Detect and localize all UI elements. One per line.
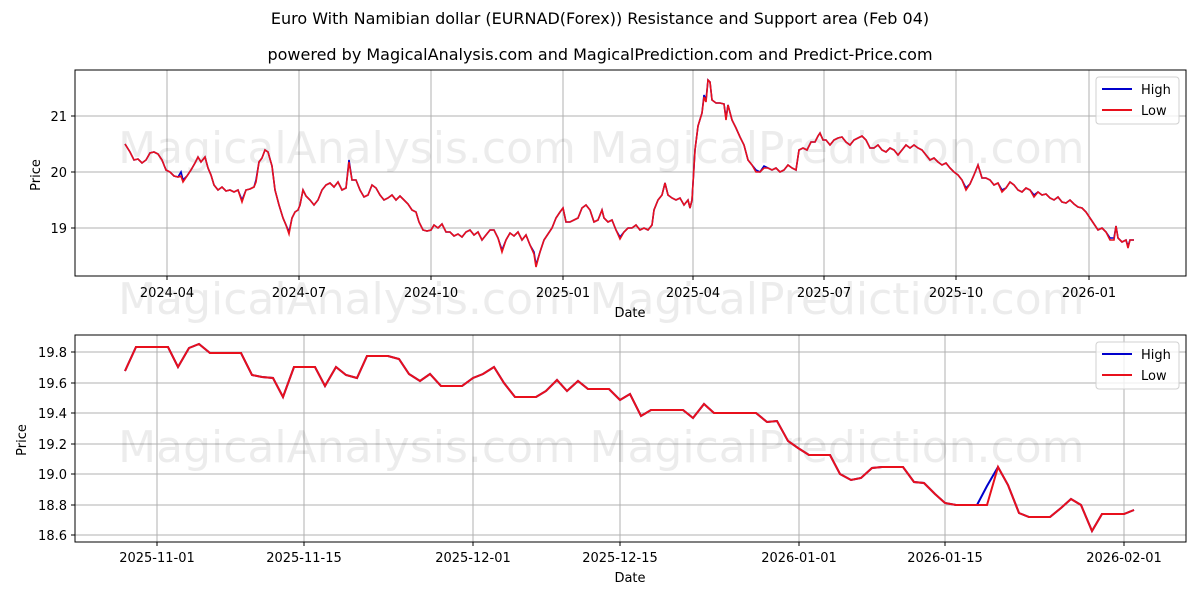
legend-low-label-2: Low bbox=[1141, 369, 1167, 384]
svg-text:19: 19 bbox=[50, 222, 67, 237]
watermark-analysis-2: MagicalAnalysis.com bbox=[118, 274, 576, 325]
svg-text:2024-04: 2024-04 bbox=[140, 286, 194, 301]
svg-text:2025-07: 2025-07 bbox=[797, 286, 851, 301]
watermark-analysis-3: MagicalAnalysis.com bbox=[118, 422, 576, 473]
svg-text:2025-11-15: 2025-11-15 bbox=[266, 551, 342, 566]
bottom-x-axis-label: Date bbox=[614, 571, 645, 586]
svg-text:2025-12-01: 2025-12-01 bbox=[435, 551, 511, 566]
bottom-y-axis-label: Price bbox=[15, 424, 30, 456]
svg-text:2024-07: 2024-07 bbox=[272, 286, 326, 301]
top-chart: MagicalAnalysis.com MagicalPrediction.co… bbox=[29, 69, 1187, 325]
top-ticks bbox=[71, 115, 1090, 280]
bottom-ticks bbox=[71, 351, 1125, 546]
bottom-chart: MagicalAnalysis.com MagicalPrediction.co… bbox=[15, 334, 1187, 586]
legend-high-label: High bbox=[1141, 83, 1171, 98]
chart-subtitle: powered by MagicalAnalysis.com and Magic… bbox=[267, 45, 933, 64]
bottom-low-line bbox=[124, 342, 1135, 534]
watermark-analysis: MagicalAnalysis.com bbox=[118, 123, 576, 174]
svg-text:19.2: 19.2 bbox=[38, 438, 67, 453]
svg-text:2026-01-15: 2026-01-15 bbox=[907, 551, 983, 566]
svg-text:18.6: 18.6 bbox=[38, 529, 67, 544]
svg-text:2024-10: 2024-10 bbox=[404, 286, 458, 301]
top-plot-frame bbox=[74, 69, 1187, 277]
svg-text:2025-04: 2025-04 bbox=[666, 286, 720, 301]
top-x-axis-label: Date bbox=[614, 306, 645, 321]
top-watermarks: MagicalAnalysis.com MagicalPrediction.co… bbox=[118, 123, 1084, 325]
svg-text:2025-10: 2025-10 bbox=[929, 286, 983, 301]
svg-text:2026-01: 2026-01 bbox=[1062, 286, 1116, 301]
svg-text:2025-12-15: 2025-12-15 bbox=[582, 551, 658, 566]
watermark-prediction: MagicalPrediction.com bbox=[590, 123, 1085, 174]
top-x-tick-labels: 2024-04 2024-07 2024-10 2025-01 2025-04 … bbox=[140, 286, 1116, 301]
svg-text:19.0: 19.0 bbox=[38, 468, 67, 483]
bottom-y-tick-labels: 19.8 19.6 19.4 19.2 19.0 18.8 18.6 bbox=[38, 346, 67, 544]
top-y-axis-label: Price bbox=[29, 159, 44, 191]
bottom-plot-frame bbox=[74, 334, 1187, 543]
bottom-legend: High Low bbox=[1095, 341, 1180, 390]
svg-text:19.4: 19.4 bbox=[38, 407, 67, 422]
svg-text:20: 20 bbox=[50, 166, 67, 181]
top-legend: High Low bbox=[1095, 76, 1180, 125]
top-y-tick-labels: 21 20 19 bbox=[50, 110, 67, 237]
bottom-x-tick-labels: 2025-11-01 2025-11-15 2025-12-01 2025-12… bbox=[119, 551, 1162, 566]
svg-text:2025-01: 2025-01 bbox=[536, 286, 590, 301]
chart-title: Euro With Namibian dollar (EURNAD(Forex)… bbox=[270, 9, 930, 28]
svg-text:18.8: 18.8 bbox=[38, 499, 67, 514]
svg-text:19.8: 19.8 bbox=[38, 346, 67, 361]
watermark-prediction-3: MagicalPrediction.com bbox=[590, 422, 1085, 473]
bottom-watermarks: MagicalAnalysis.com MagicalPrediction.co… bbox=[118, 422, 1084, 473]
bottom-grid bbox=[75, 335, 1186, 542]
svg-text:2026-02-01: 2026-02-01 bbox=[1086, 551, 1162, 566]
svg-text:2025-11-01: 2025-11-01 bbox=[119, 551, 195, 566]
svg-text:19.6: 19.6 bbox=[38, 377, 67, 392]
legend-low-label: Low bbox=[1141, 104, 1167, 119]
svg-text:2026-01-01: 2026-01-01 bbox=[761, 551, 837, 566]
top-low-line bbox=[124, 78, 1134, 268]
svg-text:21: 21 bbox=[50, 110, 67, 125]
legend-high-label-2: High bbox=[1141, 348, 1171, 363]
watermark-prediction-2: MagicalPrediction.com bbox=[590, 274, 1085, 325]
